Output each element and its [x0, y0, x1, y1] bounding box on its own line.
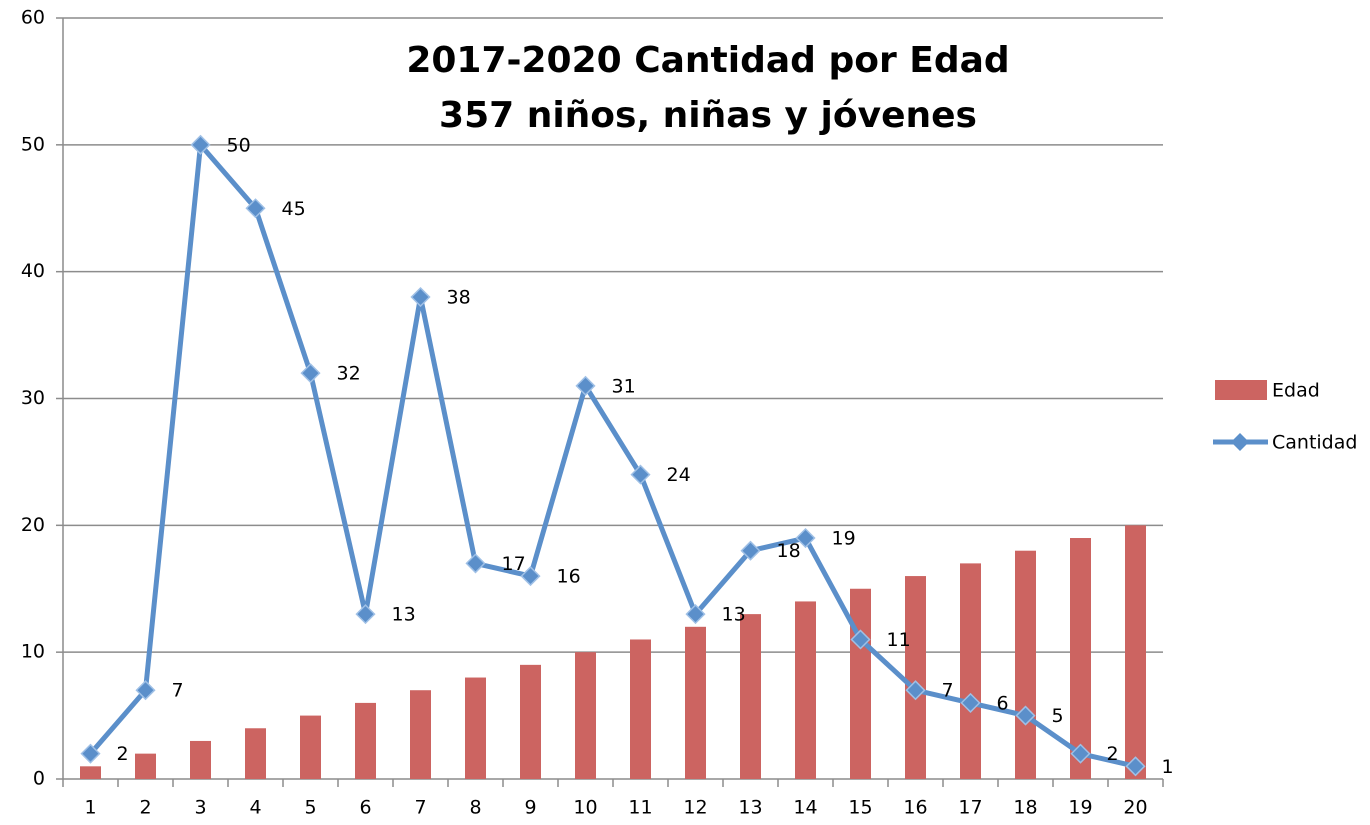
bar	[575, 652, 596, 779]
x-tick-label: 5	[304, 797, 316, 819]
data-label: 31	[612, 375, 636, 397]
x-tick-label: 18	[1013, 797, 1037, 819]
x-tick-label: 1	[84, 797, 96, 819]
marker	[795, 527, 816, 549]
x-tick-label: 20	[1123, 797, 1147, 819]
data-label: 16	[557, 566, 581, 588]
marker	[1070, 743, 1091, 764]
x-tick-label: 9	[524, 797, 536, 819]
bar	[1015, 550, 1036, 779]
data-label: 38	[447, 287, 471, 309]
x-tick-label: 6	[359, 797, 371, 819]
marker	[520, 566, 541, 587]
bar	[245, 728, 266, 779]
data-label: 6	[997, 692, 1009, 714]
data-label: 17	[502, 553, 526, 575]
x-tick-label: 15	[848, 797, 872, 819]
legend-swatch	[1215, 380, 1267, 400]
legend-marker	[1231, 433, 1249, 451]
data-label: 45	[282, 198, 306, 220]
bar	[355, 702, 376, 779]
data-label: 2	[117, 743, 129, 765]
marker	[630, 464, 651, 485]
bar	[905, 576, 926, 779]
y-tick-label: 20	[21, 514, 45, 536]
legend-label: Cantidad	[1272, 432, 1357, 454]
y-tick-label: 0	[33, 768, 45, 790]
x-tick-label: 12	[683, 797, 707, 819]
data-label: 50	[227, 134, 251, 156]
bar	[1070, 538, 1091, 779]
marker	[1015, 705, 1036, 726]
bar	[80, 766, 101, 779]
bar	[135, 753, 156, 779]
x-tick-label: 17	[958, 797, 982, 819]
marker	[465, 553, 486, 574]
x-tick-label: 11	[628, 797, 652, 819]
x-tick-label: 10	[573, 797, 597, 819]
marker	[300, 363, 321, 384]
y-tick-label: 40	[21, 260, 45, 282]
y-tick-label: 10	[21, 641, 45, 663]
y-tick-label: 50	[21, 133, 45, 155]
bar	[300, 715, 321, 779]
x-tick-label: 3	[194, 797, 206, 819]
bar	[630, 639, 651, 779]
line	[88, 142, 1137, 769]
data-label: 18	[777, 540, 801, 562]
legend-label: Edad	[1272, 380, 1320, 402]
data-label: 7	[942, 680, 954, 702]
marker	[355, 604, 376, 625]
marker	[190, 134, 211, 155]
bar	[740, 614, 761, 779]
x-tick-label: 7	[414, 797, 426, 819]
marker	[135, 680, 156, 701]
marker	[245, 198, 266, 219]
marker	[740, 540, 761, 561]
chart-title: 2017-2020 Cantidad por Edad	[406, 40, 1009, 81]
marker	[410, 286, 431, 308]
data-label: 1	[1162, 756, 1174, 778]
data-label: 5	[1052, 705, 1064, 727]
bar	[795, 601, 816, 779]
x-tick-label: 8	[469, 797, 481, 819]
bar	[465, 677, 486, 779]
bar	[850, 588, 871, 779]
marker	[905, 680, 926, 701]
data-label: 19	[832, 528, 856, 550]
bar	[410, 690, 431, 779]
chart-subtitle: 357 niños, niñas y jóvenes	[439, 95, 977, 136]
data-label: 24	[667, 464, 691, 486]
data-label: 7	[172, 680, 184, 702]
x-tick-label: 13	[738, 797, 762, 819]
bar	[960, 563, 981, 779]
marker	[960, 692, 981, 713]
marker	[80, 743, 101, 764]
x-tick-label: 19	[1068, 797, 1092, 819]
x-tick-label: 14	[793, 797, 817, 819]
x-tick-label: 16	[903, 797, 927, 819]
data-label: 32	[337, 363, 361, 385]
x-tick-label: 4	[249, 797, 261, 819]
x-tick-label: 2	[139, 797, 151, 819]
bar	[520, 664, 541, 779]
y-tick-label: 30	[21, 387, 45, 409]
marker	[1125, 756, 1146, 777]
marker	[850, 629, 871, 650]
bar	[1125, 525, 1146, 779]
bar	[190, 740, 211, 779]
data-label: 13	[722, 604, 746, 626]
data-label: 2	[1107, 743, 1119, 765]
marker	[685, 604, 706, 625]
data-label: 11	[887, 629, 911, 651]
bar	[685, 626, 706, 779]
marker	[575, 375, 596, 396]
data-label: 13	[392, 604, 416, 626]
y-tick-label: 60	[21, 7, 45, 29]
